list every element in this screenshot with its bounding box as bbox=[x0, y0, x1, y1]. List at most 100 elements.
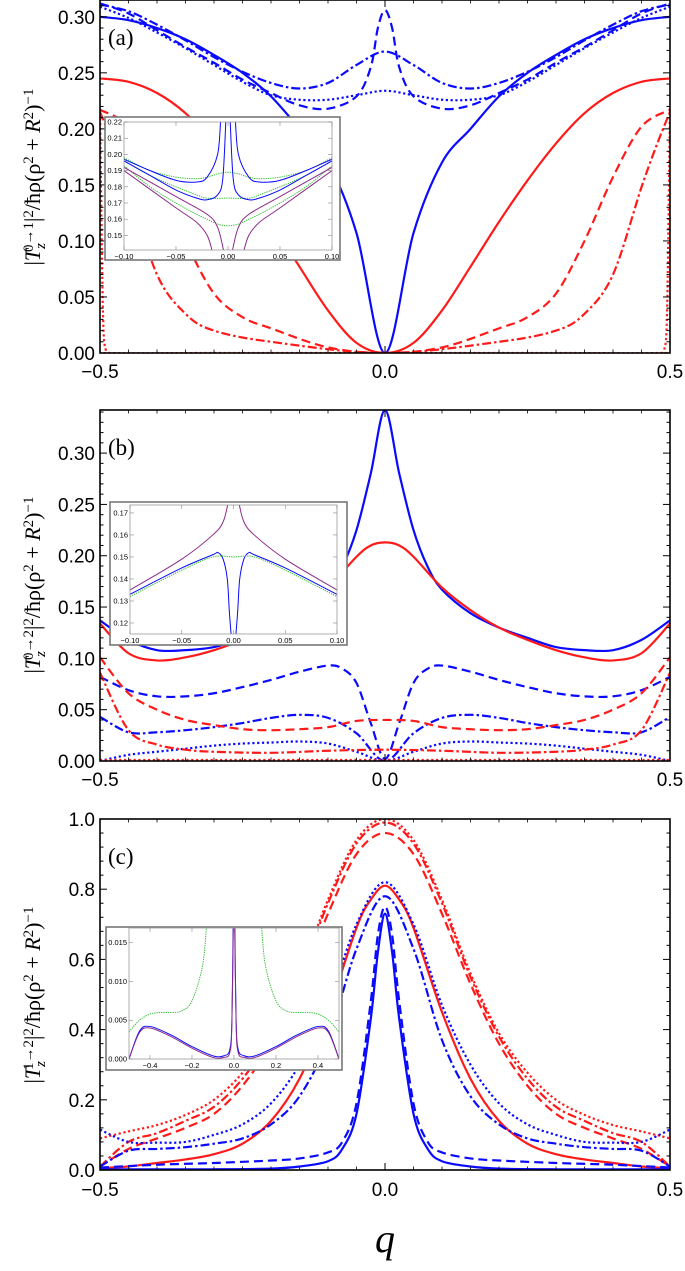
main-series-blue-dashed-line bbox=[100, 664, 670, 761]
y-axis-label-part: 2 bbox=[21, 210, 37, 218]
inset-y-tick-label: 0.010 bbox=[108, 977, 127, 986]
inset-y-tick-label: 0.12 bbox=[113, 618, 128, 627]
main-curves bbox=[100, 819, 670, 1170]
y-axis-label: |Tz1→2|2/ħρ(ρ2 + R2)−1 bbox=[20, 907, 49, 1084]
inset-box bbox=[105, 926, 343, 1071]
inset-x-tick-label: 0.10 bbox=[325, 252, 340, 261]
y-tick-label: 0.15 bbox=[58, 176, 95, 197]
inset-series-purple-solid-line bbox=[238, 505, 337, 591]
inset-curves bbox=[130, 505, 337, 634]
y-axis-label-part: 0→2 bbox=[21, 630, 37, 660]
main-series-blue-dotdash-line bbox=[100, 895, 670, 1168]
inset-x-tick-label: 0.2 bbox=[271, 1061, 281, 1070]
x-tick-label: −0.5 bbox=[81, 1180, 119, 1201]
main-series-red-dashed-line bbox=[100, 108, 670, 353]
inset-plot: 0.15 0.16 0.17 0.18 0.19 0.20 0.21 0.22 −0.10 −0.… bbox=[104, 116, 341, 261]
inset-y-tick-label: 0.20 bbox=[107, 150, 122, 159]
inset-series-purple-solid-line bbox=[124, 170, 213, 250]
inset-x-tick-label: −0.4 bbox=[143, 1061, 158, 1070]
inset-box bbox=[104, 116, 341, 261]
y-axis-label-part: | bbox=[20, 669, 45, 673]
inset-y-tick-label: 0.000 bbox=[108, 1055, 127, 1064]
inset-x-tick-label: 0.0 bbox=[229, 1061, 239, 1070]
y-axis-label-part: ) bbox=[20, 104, 45, 111]
inset-x-tick-label: −0.05 bbox=[167, 252, 186, 261]
y-tick-label: 0.05 bbox=[58, 701, 95, 722]
inset-series-green-dotted-line bbox=[129, 928, 207, 1033]
y-axis-label-part: | bbox=[20, 626, 45, 630]
inset-x-tick-label: 0.05 bbox=[278, 636, 293, 645]
inset-series-green-dotted-line bbox=[261, 928, 339, 1033]
inset-y-tick-label: 0.015 bbox=[108, 938, 127, 947]
y-axis-label-part: 2 bbox=[21, 618, 37, 626]
y-axis-label-part: + bbox=[20, 951, 45, 974]
y-tick-label: 0.20 bbox=[58, 547, 95, 568]
inset-curves bbox=[124, 122, 332, 250]
inset-x-tick-label: 0.05 bbox=[273, 252, 288, 261]
main-series-blue-dotdash-line bbox=[100, 713, 670, 761]
y-axis-label-part: 2 bbox=[21, 1028, 37, 1036]
y-tick-label: 0.6 bbox=[69, 950, 95, 971]
x-axis-label: q bbox=[375, 1216, 395, 1261]
y-axis-label-part: T bbox=[20, 247, 45, 261]
y-axis-label-part: 1→2 bbox=[21, 1040, 37, 1070]
x-tick-label: −0.5 bbox=[81, 770, 119, 791]
y-axis-label-part: R bbox=[20, 937, 45, 952]
inset-y-tick-label: 0.15 bbox=[113, 552, 128, 561]
y-axis-label-part: ) bbox=[20, 922, 45, 929]
y-tick-label: 0.30 bbox=[58, 8, 95, 29]
y-axis-label-part: + bbox=[20, 133, 45, 156]
inset-y-tick-label: 0.17 bbox=[107, 199, 122, 208]
y-tick-label: 0.10 bbox=[58, 232, 95, 253]
main-series-red-dashed-line bbox=[100, 656, 670, 732]
x-tick-label: 0.5 bbox=[657, 362, 683, 383]
inset-series-purple-solid-line bbox=[130, 505, 229, 591]
panel-a: 0.00 0.05 0.10 0.15 0.20 0.25 0.30 −0.5 0.0 0.5 (a… bbox=[20, 0, 683, 383]
y-axis-label-part: 2 bbox=[21, 930, 37, 938]
inset-series-green-dotted-line bbox=[124, 157, 332, 180]
y-tick-label: 0.2 bbox=[69, 1091, 95, 1112]
y-tick-label: 0.00 bbox=[58, 344, 95, 365]
y-tick-label: 0.15 bbox=[58, 598, 95, 619]
inset-y-tick-label: 0.22 bbox=[107, 118, 122, 127]
y-axis-label-part: z bbox=[33, 243, 49, 250]
panel-label: (a) bbox=[108, 25, 134, 50]
main-series-red-dotted-line bbox=[100, 819, 670, 1140]
y-axis-label-part: T bbox=[20, 655, 45, 669]
y-axis-label-part: −1 bbox=[21, 497, 37, 513]
y-tick-label: 0.05 bbox=[58, 288, 95, 309]
y-axis-label-part: | bbox=[20, 1079, 45, 1083]
inset-y-tick-label: 0.19 bbox=[107, 166, 122, 175]
y-tick-label: 0.25 bbox=[58, 64, 95, 85]
inset-series-purple-solid-line bbox=[243, 170, 332, 250]
x-tick-label: −0.5 bbox=[81, 362, 119, 383]
inset-series-blue-solid-line bbox=[130, 551, 232, 634]
y-axis-label-part: R bbox=[20, 119, 45, 134]
y-axis-label-part: /ħρ(ρ bbox=[20, 982, 45, 1028]
x-tick-label: 0.5 bbox=[657, 770, 683, 791]
main-series-red-solid-line bbox=[100, 541, 670, 662]
panel-c: 0.00.20.40.60.81.0−0.5 0.0 0.5(c)|Tz1→2|2/… bbox=[20, 810, 683, 1201]
inset-series-blue-solid-line bbox=[235, 551, 337, 634]
inset-series-green-dotted-line bbox=[130, 555, 337, 598]
y-axis-label-part: 0→1 bbox=[21, 222, 37, 252]
y-tick-label: 0.00 bbox=[58, 752, 95, 773]
inset-x-tick-label: −0.10 bbox=[115, 252, 134, 261]
main-series-blue-solid-line bbox=[100, 410, 670, 653]
main-series-red-dotdash-line bbox=[100, 672, 670, 754]
inset-x-tick-label: 0.4 bbox=[313, 1061, 323, 1070]
inset-y-tick-label: 0.16 bbox=[107, 215, 122, 224]
y-axis-label-part: | bbox=[20, 261, 45, 265]
y-axis-label-part: /ħρ(ρ bbox=[20, 164, 45, 210]
panel-label: (c) bbox=[108, 844, 134, 869]
inset-series-blue-solid-line bbox=[124, 122, 222, 183]
main-series-blue-dotted-line bbox=[100, 5, 670, 102]
x-tick-label: 0.0 bbox=[372, 362, 398, 383]
y-axis-label-part: R bbox=[20, 527, 45, 542]
panel-b: 0.00 0.05 0.10 0.15 0.20 0.25 0.30 −0.5 0.0 0.5 (b… bbox=[20, 409, 683, 791]
y-axis-label: |Tz0→1|2/ħρ(ρ2 + R2)−1 bbox=[20, 89, 49, 266]
main-series-blue-dashed-line bbox=[100, 2, 670, 111]
y-axis-label-part: −1 bbox=[21, 89, 37, 105]
inset-x-tick-label: 0.00 bbox=[226, 636, 241, 645]
